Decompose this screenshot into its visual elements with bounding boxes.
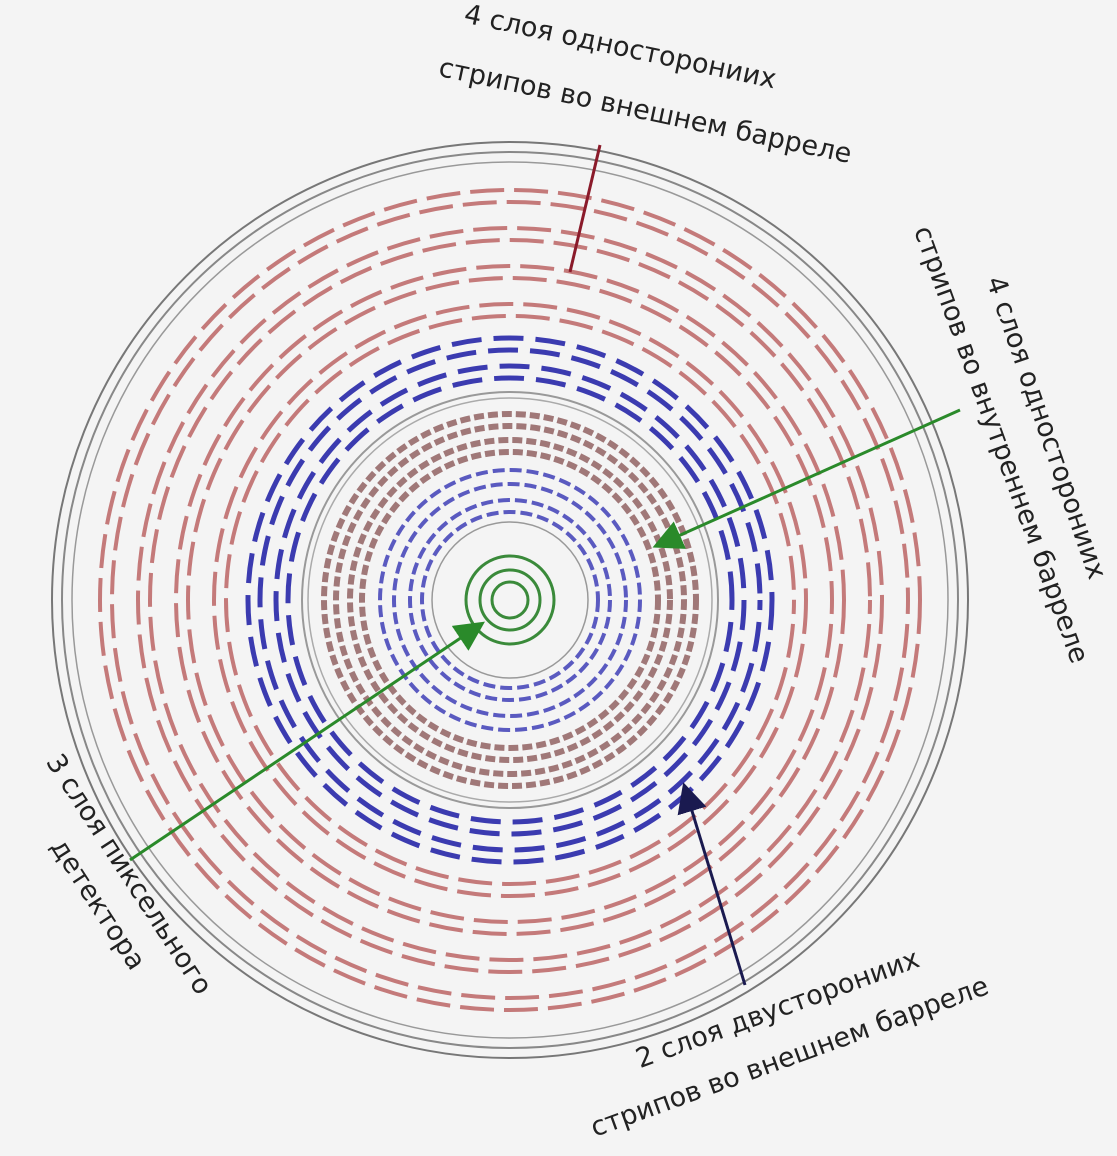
pixel-layers — [464, 554, 556, 646]
detector — [51, 141, 969, 1059]
strip-ring — [148, 238, 872, 962]
strip-ring — [186, 276, 834, 924]
outer-strip-layers — [98, 188, 922, 1012]
arrow — [677, 782, 747, 986]
strip-ring — [136, 226, 884, 974]
outer-shell — [61, 151, 959, 1049]
strip-ring — [420, 510, 600, 690]
strip-ring — [285, 375, 735, 825]
beam-shell — [431, 521, 589, 679]
pixel-ring — [464, 554, 556, 646]
strip-ring — [110, 200, 910, 1000]
strip-ring — [347, 437, 673, 763]
support-shell — [301, 391, 719, 809]
strip-ring — [408, 498, 612, 702]
strip-ring — [98, 188, 922, 1012]
strip-ring — [392, 482, 628, 718]
arrow — [129, 621, 485, 862]
double-strip-layers — [245, 335, 775, 865]
arrow — [652, 408, 961, 549]
strip-ring — [212, 302, 808, 898]
inner-strip-layers — [321, 411, 699, 789]
strip-ring — [257, 347, 763, 853]
strip-ring — [273, 363, 747, 837]
support-shell — [307, 397, 713, 803]
pixel-ring — [490, 580, 530, 620]
strip-ring — [359, 449, 661, 751]
outer-shell — [51, 141, 969, 1059]
strip-ring — [378, 468, 642, 732]
outer-shell — [71, 161, 949, 1039]
strip-ring — [333, 423, 687, 777]
strip-ring — [174, 264, 846, 936]
strip-ring — [245, 335, 775, 865]
pixel-ring — [478, 568, 542, 632]
inner-blue-layers — [378, 468, 642, 732]
pointer — [568, 144, 602, 273]
strip-ring — [224, 314, 796, 886]
strip-ring — [321, 411, 699, 789]
